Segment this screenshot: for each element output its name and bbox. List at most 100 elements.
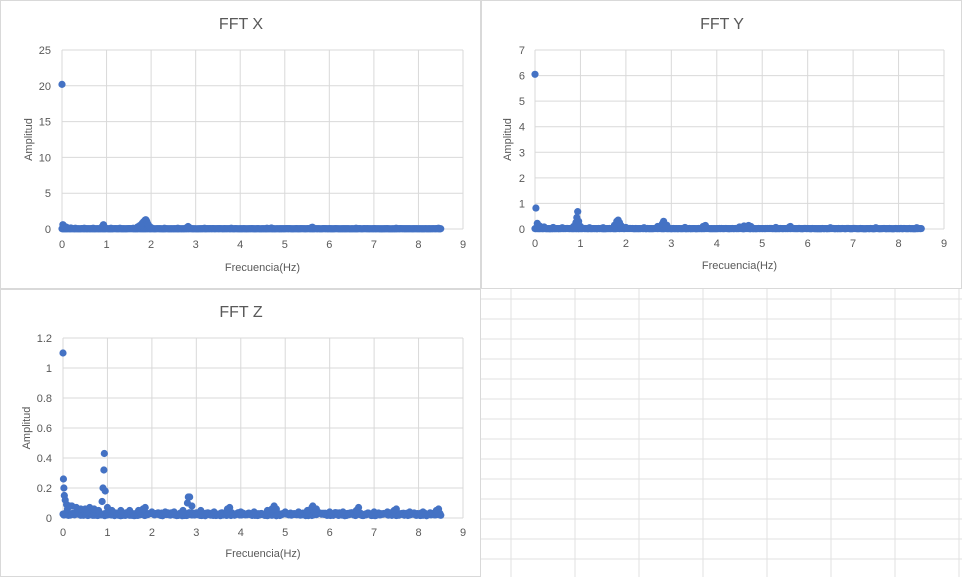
data-point: [80, 224, 88, 232]
x-tick-label: 8: [415, 527, 421, 539]
x-tick-label: 5: [759, 238, 765, 250]
data-point: [100, 466, 108, 474]
x-tick-label: 1: [103, 239, 109, 251]
data-point: [141, 503, 149, 512]
data-point: [826, 224, 834, 232]
y-tick-label: 6: [519, 71, 525, 83]
y-tick-label: 1: [519, 198, 525, 210]
data-point: [161, 508, 169, 516]
y-tick-label: 25: [39, 45, 51, 57]
y-tick-label: 7: [519, 45, 525, 57]
data-point: [294, 508, 303, 516]
data-point: [406, 508, 414, 516]
data-point: [59, 349, 67, 357]
data-point: [434, 224, 443, 232]
x-tick-label: 3: [193, 527, 199, 539]
x-tick-label: 2: [149, 527, 155, 539]
x-tick-label: 9: [941, 238, 947, 250]
chart-fft-y[interactable]: FFT Y 0 1 2 3 4 5 6 7 0 1 2 3 4 5 6 7 8 9 Frecuencia(Hz) Amp…: [481, 0, 962, 289]
data-point: [308, 223, 317, 231]
y-tick-label: 2: [519, 173, 525, 185]
data-point: [354, 503, 363, 512]
data-point: [281, 508, 289, 516]
x-tick-label: 6: [327, 527, 333, 539]
data-point: [663, 221, 671, 229]
data-point: [585, 224, 594, 232]
data-point: [383, 508, 392, 516]
x-tick-label: 0: [532, 238, 538, 250]
y-tick-label: 1: [46, 363, 52, 375]
data-point: [747, 222, 755, 231]
data-point: [237, 508, 245, 516]
data-point: [185, 223, 194, 232]
y-tick-label: 4: [519, 122, 525, 134]
data-point: [540, 223, 548, 231]
x-tick-label: 0: [59, 239, 65, 251]
x-tick-label: 3: [193, 239, 199, 251]
y-tick-label: 10: [39, 152, 51, 164]
x-tick-label: 2: [148, 239, 154, 251]
data-point: [681, 223, 689, 232]
x-tick-label: 4: [238, 527, 244, 539]
data-point: [532, 204, 540, 212]
x-tick-label: 1: [577, 238, 583, 250]
chart-fft-y-svg: FFT Y 0 1 2 3 4 5 6 7 0 1 2 3 4 5 6 7 8 9 Frecuencia(Hz) Amp…: [502, 16, 947, 272]
fft-x-title: FFT X: [219, 16, 263, 33]
data-point: [170, 508, 178, 516]
data-point: [786, 222, 794, 231]
data-point: [913, 224, 921, 232]
data-point: [126, 506, 134, 515]
x-axis-title: Frecuencia(Hz): [702, 260, 777, 272]
data-point: [326, 508, 334, 516]
chart-fft-z[interactable]: FFT Z 0 0.2 0.4 0.6 0.8 1 1.2 0 1 2 3 4 5 6 7 8 9 Frecuenc…: [0, 289, 481, 577]
y-tick-label: 0: [45, 224, 51, 236]
data-point: [100, 449, 108, 458]
x-tick-label: 4: [714, 238, 720, 250]
data-point: [392, 505, 400, 513]
x-axis-title: Frecuencia(Hz): [225, 548, 300, 560]
data-point: [89, 224, 97, 232]
data-point: [71, 224, 79, 232]
data-point: [250, 508, 258, 516]
data-point: [772, 223, 780, 232]
x-axis-title: Frecuencia(Hz): [225, 262, 300, 274]
y-tick-label: 0.4: [37, 453, 52, 465]
data-point: [576, 222, 585, 231]
x-tick-label: 2: [623, 238, 629, 250]
y-tick-label: 0.2: [37, 483, 52, 495]
data-point: [147, 223, 155, 232]
y-tick-label: 15: [39, 117, 51, 129]
data-point: [210, 508, 218, 516]
y-tick-label: 5: [45, 188, 51, 200]
y-axis-title: Amplitud: [23, 118, 35, 161]
x-tick-label: 8: [415, 239, 421, 251]
data-point: [200, 224, 209, 232]
data-point: [574, 208, 582, 216]
x-tick-label: 9: [460, 527, 466, 539]
data-point: [392, 224, 400, 232]
data-point: [352, 224, 360, 232]
data-point: [160, 224, 169, 232]
y-tick-label: 0: [519, 224, 525, 236]
data-point-baseline: [437, 511, 445, 519]
data-point: [108, 506, 116, 515]
data-point: [419, 508, 427, 516]
data-point: [339, 508, 347, 516]
chart-fft-x-svg: FFT X 0 5 10 15 20 25 0 1 2 3 4 5 6 7 8 9 Frecuencia(Hz) A…: [23, 16, 466, 274]
data-point: [640, 224, 648, 232]
data-point: [622, 223, 630, 232]
y-tick-label: 0.6: [37, 423, 52, 435]
x-tick-label: 0: [60, 527, 66, 539]
data-point: [227, 224, 235, 232]
data-point: [197, 506, 205, 515]
data-point: [59, 475, 68, 483]
chart-fft-x[interactable]: FFT X 0 5 10 15 20 25 0 1 2 3 4 5 6 7 8 9 Frecuencia(Hz) A…: [0, 0, 481, 289]
data-point: [558, 224, 566, 232]
fft-y-title: FFT Y: [700, 16, 744, 33]
data-point: [94, 506, 103, 515]
y-axis-title: Amplitud: [502, 118, 514, 161]
y-tick-label: 20: [39, 81, 51, 93]
x-tick-label: 8: [895, 238, 901, 250]
data-point: [370, 508, 378, 516]
